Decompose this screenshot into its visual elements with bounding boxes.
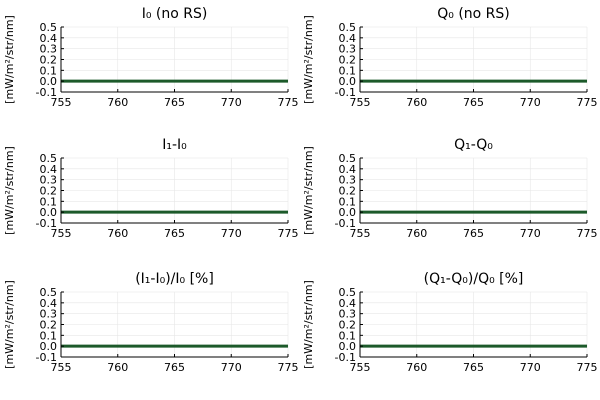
subplot-title: Q₀ (no RS) <box>437 6 510 22</box>
y-tick-label: 0.0 <box>339 340 357 353</box>
y-tick-label: 0.5 <box>339 152 357 165</box>
y-axis-label: [mW/m²/str/nm] <box>3 15 16 104</box>
y-tick-label: 0.1 <box>339 195 357 208</box>
x-tick-label: 760 <box>107 96 128 109</box>
subplot-title: (Q₁-Q₀)/Q₀ [%] <box>424 271 524 287</box>
y-tick-label: 0.5 <box>339 286 357 299</box>
x-tick-label: 775 <box>278 96 299 109</box>
x-tick-label: 755 <box>51 96 72 109</box>
x-tick-label: 760 <box>107 227 128 240</box>
y-tick-label: 0.4 <box>339 163 357 176</box>
y-axis-label: [mW/m²/str/nm] <box>302 280 315 369</box>
y-tick-label: -0.1 <box>335 86 356 99</box>
y-tick-label: 0.3 <box>40 174 58 187</box>
x-tick-label: 770 <box>221 96 242 109</box>
y-axis-label: [mW/m²/str/nm] <box>302 15 315 104</box>
y-tick-label: 0.4 <box>339 32 357 45</box>
y-tick-label: -0.1 <box>36 217 57 230</box>
x-tick-label: 770 <box>221 361 242 374</box>
x-tick-label: 765 <box>463 96 484 109</box>
subplot-title: (I₁-I₀)/I₀ [%] <box>135 271 214 287</box>
y-tick-label: 0.5 <box>40 286 58 299</box>
x-tick-label: 765 <box>164 227 185 240</box>
y-tick-label: 0.1 <box>339 64 357 77</box>
x-tick-label: 770 <box>520 227 541 240</box>
x-tick-label: 775 <box>577 361 598 374</box>
x-tick-label: 775 <box>577 227 598 240</box>
y-tick-label: 0.3 <box>339 174 357 187</box>
subplot-title: Q₁-Q₀ <box>454 137 493 153</box>
x-tick-label: 765 <box>463 361 484 374</box>
subplot-2: -0.10.00.10.20.30.40.5 755 760 765 770 775 Q₀ … <box>302 6 598 109</box>
y-tick-label: -0.1 <box>335 217 356 230</box>
y-tick-label: 0.2 <box>339 185 357 198</box>
subplot-title: I₁-I₀ <box>162 137 187 153</box>
y-tick-label: 0.4 <box>40 297 58 310</box>
x-tick-label: 765 <box>463 227 484 240</box>
y-tick-label: 0.1 <box>40 329 58 342</box>
x-tick-label: 775 <box>278 227 299 240</box>
subplot-5: -0.10.00.10.20.30.40.5 755 760 765 770 775 (I₁… <box>3 271 299 374</box>
y-tick-label: 0.2 <box>40 185 58 198</box>
x-tick-label: 755 <box>350 96 371 109</box>
y-tick-label: 0.5 <box>40 152 58 165</box>
subplot-4: -0.10.00.10.20.30.40.5 755 760 765 770 775 Q₁-… <box>302 137 598 240</box>
y-tick-label: 0.2 <box>339 319 357 332</box>
x-tick-label: 760 <box>406 361 427 374</box>
x-tick-label: 770 <box>520 361 541 374</box>
y-tick-label: 0.3 <box>40 43 58 56</box>
y-tick-label: 0.1 <box>40 195 58 208</box>
y-tick-label: -0.1 <box>36 86 57 99</box>
y-tick-label: 0.2 <box>339 54 357 67</box>
subplot-3: -0.10.00.10.20.30.40.5 755 760 765 770 775 I₁-… <box>3 137 299 240</box>
y-tick-label: -0.1 <box>335 351 356 364</box>
y-tick-label: 0.1 <box>40 64 58 77</box>
x-tick-label: 760 <box>107 361 128 374</box>
x-tick-label: 760 <box>406 96 427 109</box>
y-tick-label: 0.3 <box>40 308 58 321</box>
y-tick-label: 0.1 <box>339 329 357 342</box>
y-tick-label: 0.3 <box>339 308 357 321</box>
y-tick-label: 0.2 <box>40 319 58 332</box>
y-tick-label: 0.0 <box>339 206 357 219</box>
x-tick-label: 760 <box>406 227 427 240</box>
y-tick-label: 0.4 <box>339 297 357 310</box>
x-tick-label: 765 <box>164 361 185 374</box>
y-tick-label: 0.0 <box>40 340 58 353</box>
y-tick-label: 0.0 <box>40 206 58 219</box>
x-tick-label: 770 <box>520 96 541 109</box>
x-tick-label: 775 <box>577 96 598 109</box>
subplot-1: -0.10.00.10.20.30.40.5 755 760 765 770 775 I₀ … <box>3 6 299 109</box>
y-tick-label: 0.5 <box>40 21 58 34</box>
x-tick-label: 765 <box>164 96 185 109</box>
subplot-title: I₀ (no RS) <box>142 6 208 22</box>
y-axis-label: [mW/m²/str/nm] <box>3 146 16 235</box>
x-tick-label: 775 <box>278 361 299 374</box>
y-tick-label: 0.0 <box>40 75 58 88</box>
subplot-6: -0.10.00.10.20.30.40.5 755 760 765 770 775 (Q₁… <box>302 271 598 374</box>
x-tick-label: 770 <box>221 227 242 240</box>
x-tick-label: 755 <box>350 227 371 240</box>
y-axis-label: [mW/m²/str/nm] <box>302 146 315 235</box>
y-tick-label: 0.4 <box>40 163 58 176</box>
x-tick-label: 755 <box>350 361 371 374</box>
y-tick-label: 0.5 <box>339 21 357 34</box>
x-tick-label: 755 <box>51 227 72 240</box>
x-tick-label: 755 <box>51 361 72 374</box>
y-tick-label: 0.0 <box>339 75 357 88</box>
y-axis-label: [mW/m²/str/nm] <box>3 280 16 369</box>
y-tick-label: -0.1 <box>36 351 57 364</box>
y-tick-label: 0.2 <box>40 54 58 67</box>
y-tick-label: 0.4 <box>40 32 58 45</box>
y-tick-label: 0.3 <box>339 43 357 56</box>
